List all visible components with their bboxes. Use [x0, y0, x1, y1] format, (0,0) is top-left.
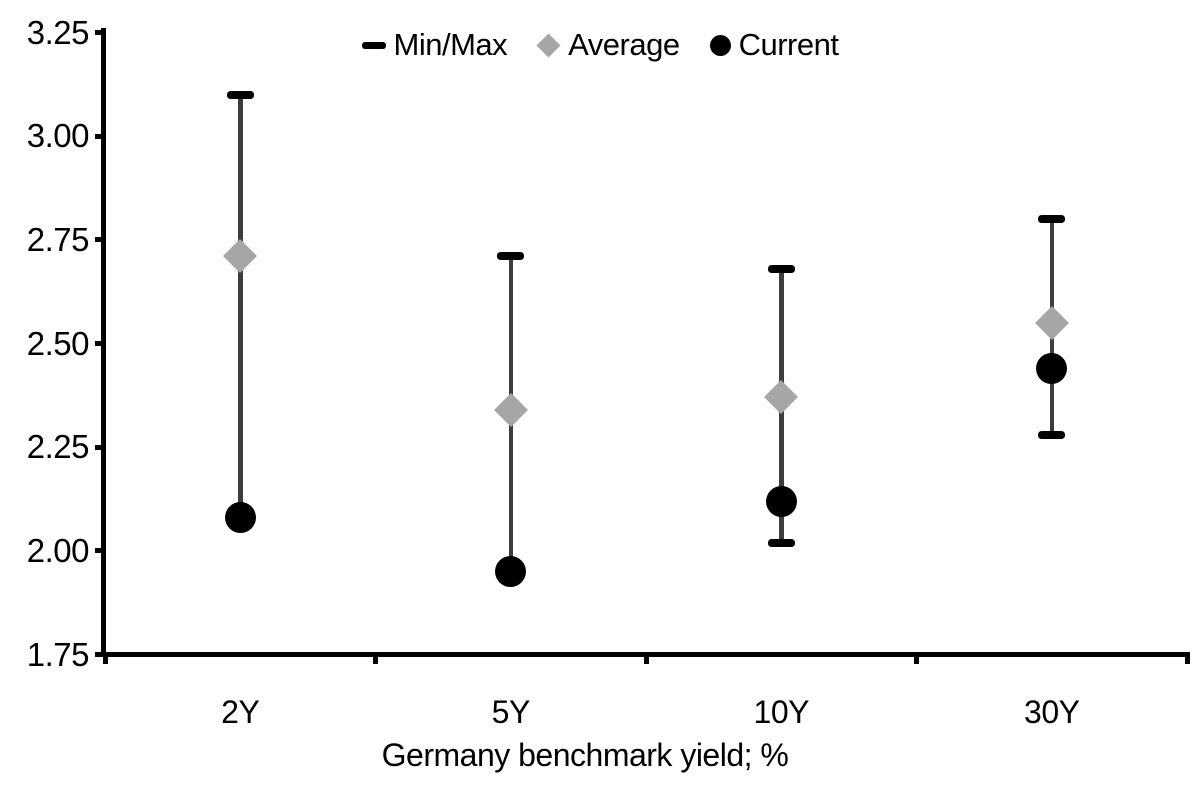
average-diamond-marker [764, 380, 799, 415]
y-tick-label: 2.25 [26, 428, 90, 466]
y-tick-label: 3.25 [26, 13, 90, 51]
legend-label: Min/Max [393, 27, 508, 62]
legend-label: Current [738, 27, 839, 62]
average-diamond-marker [1034, 305, 1069, 340]
x-tick-mark [102, 651, 108, 664]
y-tick-label: 2.50 [26, 324, 90, 362]
legend-item-average: Average [536, 26, 680, 64]
legend-item-current: Current [709, 26, 839, 64]
minmax-dash-icon [361, 41, 386, 49]
current-circle-marker [1036, 352, 1068, 384]
y-tick-mark [95, 133, 105, 139]
max-cap [226, 90, 254, 99]
x-tick-mark [914, 651, 919, 664]
y-tick-mark [95, 341, 105, 346]
x-axis-title: Germany benchmark yield; % [381, 737, 789, 773]
x-tick-mark [643, 651, 649, 664]
average-diamond-marker [223, 239, 258, 274]
y-tick-label: 3.00 [26, 117, 90, 155]
max-cap [1038, 215, 1066, 224]
minmax-range-line [238, 94, 243, 518]
y-tick-label: 2.75 [26, 220, 90, 258]
x-tick-mark [373, 651, 378, 664]
y-tick-mark [95, 652, 105, 657]
current-circle-marker [495, 556, 527, 588]
legend: Min/Max Average Current [0, 26, 1200, 64]
average-diamond-icon [536, 32, 561, 58]
x-category-label: 10Y [753, 694, 810, 730]
y-tick-mark [95, 237, 105, 243]
legend-label: Average [568, 27, 680, 62]
x-tick-mark [1184, 651, 1190, 664]
y-tick-mark [95, 30, 105, 35]
y-tick-mark [95, 444, 105, 450]
current-circle-marker [224, 502, 256, 534]
x-category-label: 30Y [1024, 694, 1080, 730]
max-cap [497, 252, 525, 261]
min-cap [1038, 430, 1066, 439]
current-circle-icon [709, 34, 731, 56]
y-tick-mark [95, 548, 105, 554]
average-diamond-marker [493, 392, 528, 427]
y-tick-label: 1.75 [26, 635, 90, 673]
max-cap [767, 264, 795, 273]
min-cap [767, 538, 795, 547]
current-circle-marker [765, 485, 797, 517]
y-tick-label: 2.00 [26, 531, 90, 569]
x-category-label: 5Y [491, 694, 531, 730]
x-category-label: 2Y [221, 694, 260, 730]
legend-item-min-max: Min/Max [361, 26, 508, 64]
